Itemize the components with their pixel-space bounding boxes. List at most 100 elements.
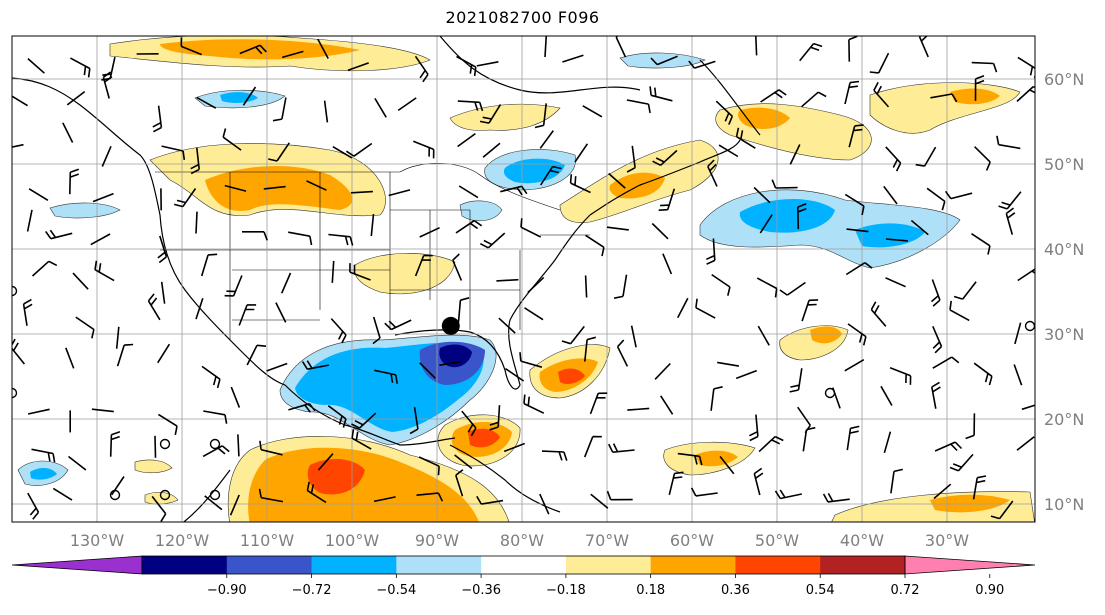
wind-barb bbox=[331, 260, 335, 283]
lat-tick-label: 10°N bbox=[1044, 495, 1084, 514]
wind-barb bbox=[384, 319, 412, 331]
wind-barb bbox=[583, 435, 602, 458]
wind-barb bbox=[281, 50, 304, 59]
wind-barb bbox=[180, 37, 202, 56]
wind-barb bbox=[652, 149, 678, 167]
wind-barb bbox=[147, 293, 161, 321]
wind-barb bbox=[154, 435, 157, 458]
wind-barb bbox=[31, 260, 58, 277]
wind-barb bbox=[690, 487, 718, 497]
wind-barb bbox=[715, 100, 734, 125]
wind-barb bbox=[869, 52, 890, 74]
wind-barb bbox=[584, 336, 597, 362]
wind-barb bbox=[102, 71, 113, 99]
colorbar-extend-low bbox=[11, 555, 143, 575]
lon-tick-label: 80°W bbox=[500, 531, 544, 550]
wind-barb bbox=[711, 273, 731, 296]
calm-wind-circle bbox=[209, 438, 221, 450]
latitude-axis: 60°N 50°N 40°N 30°N 20°N 10°N bbox=[1044, 70, 1084, 514]
wind-barb bbox=[626, 145, 636, 173]
wind-barb bbox=[626, 99, 651, 114]
wind-barb bbox=[539, 130, 554, 149]
wind-barb bbox=[92, 192, 114, 203]
wind-barb bbox=[157, 235, 168, 264]
positive-anomaly-region bbox=[449, 103, 561, 131]
wind-barb bbox=[195, 297, 204, 320]
wind-barb bbox=[332, 146, 353, 159]
wind-barb bbox=[374, 97, 387, 118]
wind-barb bbox=[926, 187, 946, 211]
wind-barb bbox=[607, 443, 635, 453]
wind-barb bbox=[372, 316, 381, 345]
lon-tick-label: 120°W bbox=[155, 531, 210, 550]
wind-barb bbox=[883, 431, 892, 454]
positive-anomaly-region bbox=[831, 491, 1035, 522]
wind-barb bbox=[847, 323, 867, 346]
wind-barb bbox=[890, 468, 903, 494]
wind-barb bbox=[500, 185, 528, 196]
wind-barb bbox=[327, 405, 347, 428]
wind-barb bbox=[476, 61, 499, 67]
wind-barb bbox=[419, 226, 440, 238]
wind-barb bbox=[201, 365, 221, 389]
wind-barb bbox=[651, 222, 669, 240]
wind-barb bbox=[755, 36, 758, 56]
wind-barb bbox=[590, 493, 609, 509]
wind-barb bbox=[27, 58, 45, 74]
wind-barb bbox=[458, 185, 479, 199]
wind-barb bbox=[388, 189, 411, 197]
wind-barb bbox=[52, 487, 73, 501]
wind-barb bbox=[230, 386, 241, 408]
negative-anomaly-region bbox=[459, 200, 503, 222]
calm-wind-circle bbox=[824, 387, 836, 399]
wind-barb bbox=[660, 395, 674, 415]
wind-barb bbox=[615, 36, 627, 58]
wind-barb bbox=[330, 318, 347, 344]
wind-barb bbox=[272, 97, 287, 122]
wind-barb bbox=[759, 214, 773, 234]
wind-barb bbox=[200, 253, 218, 277]
wind-barb bbox=[930, 93, 958, 103]
wind-barb bbox=[152, 105, 163, 133]
lat-tick-label: 60°N bbox=[1044, 70, 1084, 89]
wind-barb bbox=[317, 453, 334, 471]
wind-barb bbox=[606, 490, 633, 501]
wind-barb bbox=[439, 360, 462, 367]
wind-barb bbox=[418, 456, 440, 476]
wind-barb bbox=[972, 475, 987, 500]
wind-barb bbox=[258, 488, 284, 503]
wind-barb bbox=[561, 325, 585, 345]
wind-barb bbox=[174, 188, 197, 208]
wind-barb bbox=[844, 80, 860, 105]
calm-wind-circle bbox=[12, 387, 18, 399]
wind-barb bbox=[534, 103, 547, 129]
wind-barb bbox=[204, 495, 223, 511]
wind-barb bbox=[523, 394, 545, 414]
wind-barb bbox=[520, 218, 542, 238]
wind-barb bbox=[650, 55, 678, 66]
wind-barb bbox=[668, 471, 684, 495]
wind-barb bbox=[351, 429, 372, 450]
wind-barb bbox=[350, 190, 373, 194]
wind-barb bbox=[582, 105, 603, 118]
wind-barb bbox=[889, 366, 912, 385]
wind-barb bbox=[70, 57, 91, 78]
negative-anomaly-region bbox=[439, 344, 472, 368]
wind-barb bbox=[242, 86, 257, 106]
positive-anomaly-region bbox=[869, 82, 1021, 134]
lat-tick-label: 20°N bbox=[1044, 410, 1084, 429]
wind-barb bbox=[160, 281, 166, 304]
storm-center-marker bbox=[441, 316, 460, 335]
colorbar-segment bbox=[735, 556, 821, 574]
wind-barb bbox=[461, 410, 477, 437]
wind-barb bbox=[753, 467, 764, 496]
wind-barb bbox=[932, 325, 943, 354]
colorbar-outline bbox=[141, 555, 906, 575]
colorbar-tick-label: 0.54 bbox=[806, 583, 835, 598]
calm-wind-circle bbox=[159, 438, 171, 450]
colorbar-segment bbox=[565, 556, 652, 574]
wind-barb bbox=[26, 209, 33, 232]
colorbar-segment bbox=[820, 556, 906, 574]
wind-barb bbox=[589, 392, 608, 415]
wind-barb bbox=[873, 82, 890, 108]
